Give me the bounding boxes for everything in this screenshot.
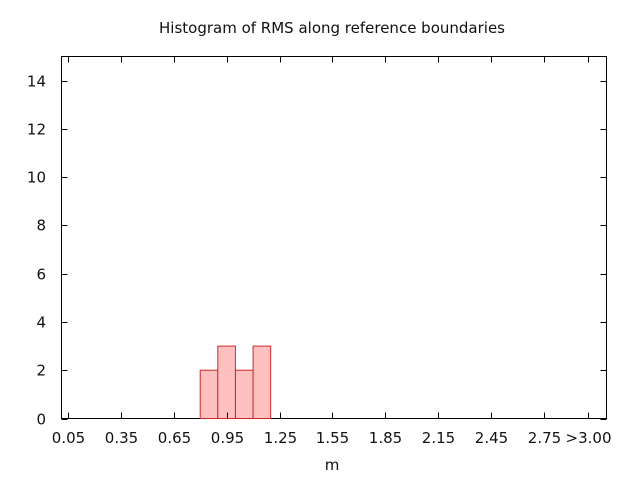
x-axis: 0.05 0.35 0.65 0.95 1.25 1.55 1.85 2.15 2.45 2.75… — [52, 56, 612, 447]
x-tick-label: 2.75 — [528, 429, 561, 447]
plot-frame — [61, 56, 607, 419]
chart-title: Histogram of RMS along reference boundar… — [159, 19, 505, 37]
x-tick-label: 0.05 — [52, 429, 85, 447]
x-tick-label: 2.45 — [475, 429, 508, 447]
y-tick-label: 8 — [36, 217, 46, 235]
x-tick-label: 0.95 — [211, 429, 244, 447]
x-axis-label: m — [325, 456, 340, 474]
x-tick-label: >3.00 — [566, 429, 612, 447]
x-tick-label: 0.65 — [158, 429, 191, 447]
histogram-bar-3 — [252, 345, 272, 420]
y-tick-label: 2 — [36, 362, 46, 380]
y-tick-label: 10 — [27, 169, 46, 187]
x-tick-label: 1.25 — [264, 429, 297, 447]
bars-group — [199, 345, 272, 420]
y-tick-label: 6 — [36, 266, 46, 284]
y-tick-label: 12 — [27, 121, 46, 139]
y-tick-label: 4 — [36, 314, 46, 332]
histogram-bar-0 — [199, 369, 219, 420]
histogram-bar-1 — [217, 345, 236, 420]
y-tick-label: 0 — [36, 411, 46, 429]
x-tick-label: 0.35 — [105, 429, 138, 447]
x-tick-label: 1.55 — [316, 429, 349, 447]
x-tick-label: 2.15 — [422, 429, 455, 447]
histogram-bar-2 — [235, 369, 254, 420]
y-axis: 0 2 4 6 8 10 12 14 — [27, 73, 607, 429]
x-tick-label: 1.85 — [369, 429, 402, 447]
y-tick-label: 14 — [27, 73, 46, 91]
